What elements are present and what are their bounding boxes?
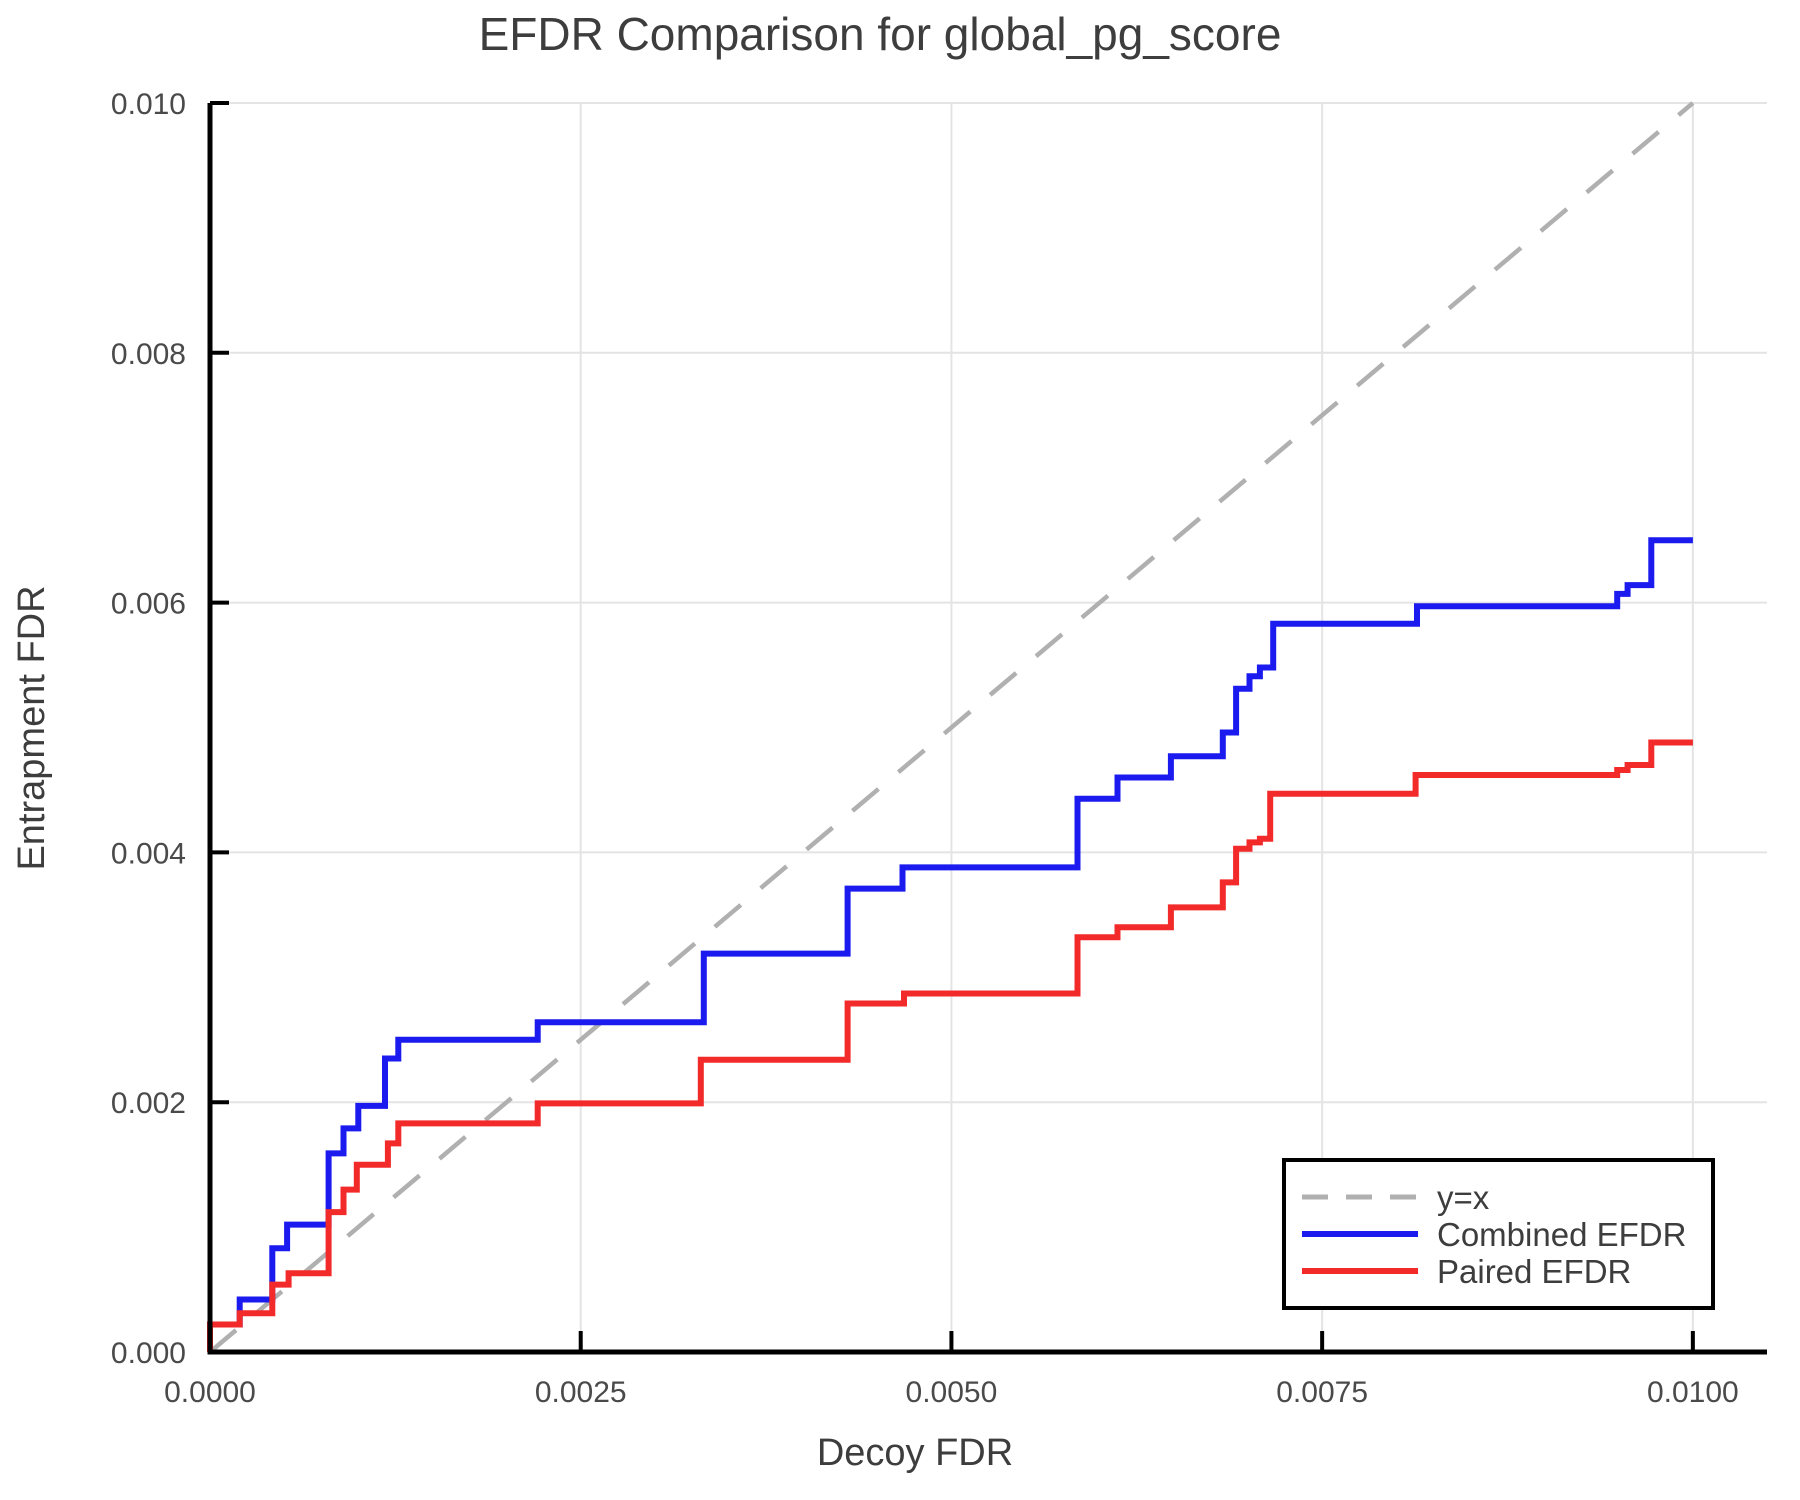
x-tick-label: 0.0100 xyxy=(1647,1376,1739,1409)
x-tick-label: 0.0025 xyxy=(535,1376,627,1409)
x-tick-label: 0.0000 xyxy=(164,1376,256,1409)
chart-title: EFDR Comparison for global_pg_score xyxy=(479,8,1282,60)
y-tick-label: 0.002 xyxy=(111,1087,186,1120)
gridlines xyxy=(210,102,1767,1352)
y-tick-label: 0.006 xyxy=(111,588,186,621)
y-tick-label: 0.004 xyxy=(111,837,186,870)
identity-line xyxy=(208,101,1695,1354)
legend-label-paired: Paired EFDR xyxy=(1437,1253,1631,1290)
x-axis-label: Decoy FDR xyxy=(817,1432,1013,1474)
y-axis-label: Entrapment FDR xyxy=(11,585,53,870)
axes xyxy=(207,101,1767,1355)
series-paired-efdr xyxy=(207,739,1693,1352)
identity-line-group xyxy=(208,101,1695,1354)
legend-label-combined: Combined EFDR xyxy=(1437,1216,1686,1253)
series-combined-efdr xyxy=(207,537,1693,1352)
legend: y=x Combined EFDR Paired EFDR xyxy=(1282,1158,1715,1310)
y-tick-label: 0.008 xyxy=(111,338,186,371)
y-tick-label: 0.000 xyxy=(111,1337,186,1370)
y-tick-label: 0.010 xyxy=(111,88,186,121)
tick-labels: 0.0000 0.0025 0.0050 0.0075 0.0100 0.000 0.002… xyxy=(111,88,1739,1409)
series-group xyxy=(207,537,1693,1352)
legend-label-identity: y=x xyxy=(1437,1179,1490,1216)
x-tick-label: 0.0075 xyxy=(1276,1376,1368,1409)
x-tick-label: 0.0050 xyxy=(906,1376,998,1409)
